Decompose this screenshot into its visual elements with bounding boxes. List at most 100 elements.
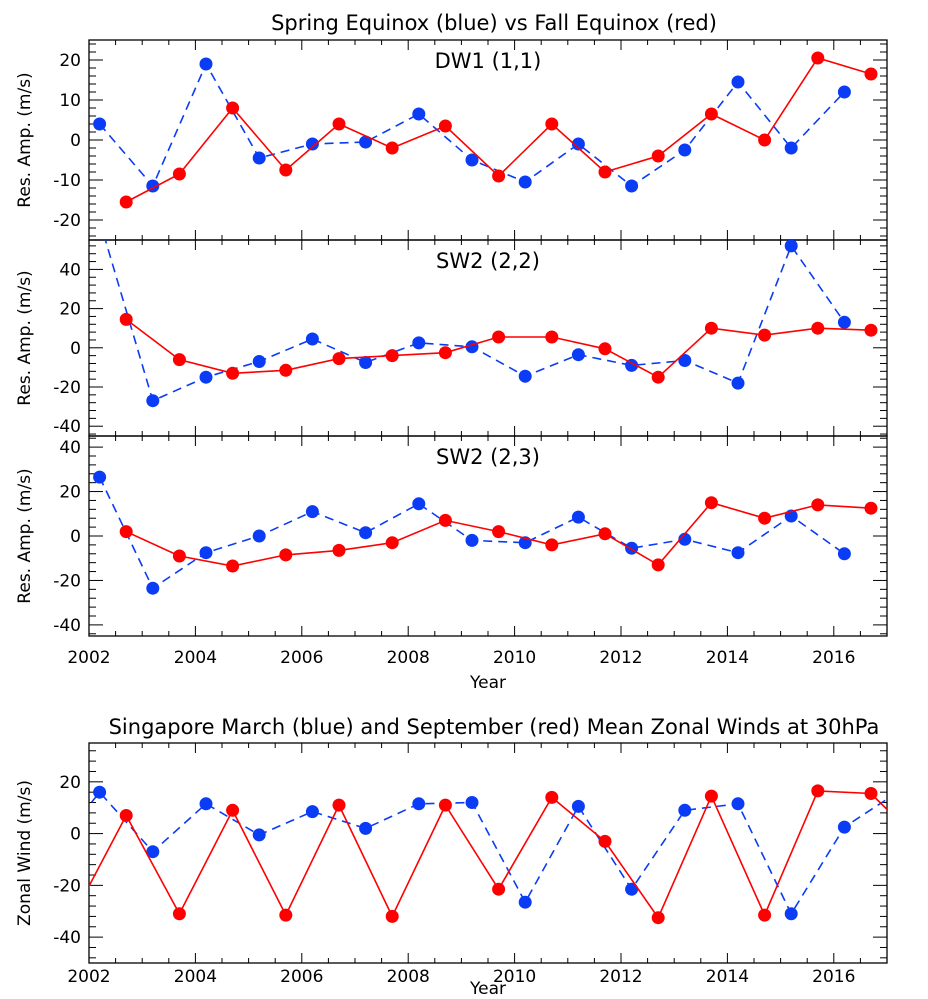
data-point-blue <box>625 179 639 193</box>
data-point-blue <box>837 820 851 834</box>
data-point-red <box>492 882 506 896</box>
data-point-red <box>438 513 452 527</box>
x-tick-label: 2004 <box>174 648 217 668</box>
data-point-blue <box>678 532 692 546</box>
data-point-red <box>811 51 825 65</box>
panel-label: SW2 (2,3) <box>436 445 540 469</box>
y-axis-label: Zonal Wind (m/s) <box>15 780 35 926</box>
data-point-blue <box>412 797 426 811</box>
y-tick-label: 0 <box>70 339 81 359</box>
data-point-red <box>704 496 718 510</box>
data-point-red <box>332 352 346 366</box>
y-tick-label: -20 <box>53 211 81 231</box>
y-tick-label: 40 <box>59 260 81 280</box>
data-point-red <box>385 536 399 550</box>
data-point-red <box>598 165 612 179</box>
data-point-blue <box>93 785 107 799</box>
y-axis-label: Res. Amp. (m/s) <box>15 72 35 207</box>
data-point-red <box>651 911 665 925</box>
x-tick-label: 2004 <box>174 967 217 987</box>
data-point-blue <box>93 117 107 131</box>
data-point-blue <box>571 799 585 813</box>
data-point-blue <box>146 845 160 859</box>
x-tick-label: 2006 <box>280 648 323 668</box>
data-point-blue <box>837 315 851 329</box>
data-point-red <box>226 101 240 115</box>
x-tick-label: 2008 <box>387 648 430 668</box>
data-point-red <box>438 798 452 812</box>
data-point-red <box>545 538 559 552</box>
data-point-red <box>758 133 772 147</box>
data-point-red <box>332 543 346 557</box>
data-point-blue <box>305 805 319 819</box>
panel-label: SW2 (2,2) <box>436 249 540 273</box>
data-point-red <box>598 527 612 541</box>
data-point-red <box>226 366 240 380</box>
x-tick-label: 2006 <box>280 967 323 987</box>
data-point-blue <box>252 828 266 842</box>
data-point-blue <box>146 394 160 408</box>
data-point-blue <box>837 547 851 561</box>
data-point-red <box>492 169 506 183</box>
y-tick-label: 0 <box>70 131 81 151</box>
y-tick-label: -20 <box>53 571 81 591</box>
series-blue <box>93 470 851 595</box>
data-point-red <box>438 346 452 360</box>
data-point-blue <box>199 370 213 384</box>
y-tick-label: 20 <box>59 483 81 503</box>
panel-4: -40 -20 0 20 2002 2004 2006 2008 2010 2012 2014 201… <box>15 742 888 999</box>
y-tick-label: -40 <box>53 417 81 437</box>
x-axis-label: Year <box>469 979 506 995</box>
data-point-red <box>545 117 559 131</box>
data-point-blue <box>518 895 532 909</box>
data-point-blue <box>359 526 373 540</box>
data-point-red <box>172 353 186 367</box>
data-point-blue <box>837 85 851 99</box>
panel-label: DW1 (1,1) <box>435 49 542 73</box>
series-blue <box>104 240 851 408</box>
y-tick-label: -40 <box>53 928 81 948</box>
data-point-red <box>758 328 772 342</box>
data-point-red <box>385 909 399 923</box>
data-point-blue <box>784 907 798 921</box>
data-point-blue <box>146 581 160 595</box>
data-point-red <box>119 195 133 209</box>
y-tick-label: 0 <box>70 527 81 547</box>
data-point-red <box>811 321 825 335</box>
data-point-red <box>864 787 878 800</box>
data-point-blue <box>412 107 426 121</box>
y-tick-label: -10 <box>53 171 81 191</box>
y-tick-label: 0 <box>70 825 81 845</box>
y-tick-label: 40 <box>59 438 81 458</box>
chart-panels: -20 -10 0 10 20 Res. Amp. (m/s) DW1 (1,1) -40 -2… <box>15 39 888 999</box>
x-tick-label: 2016 <box>812 967 855 987</box>
y-tick-label: -40 <box>53 616 81 636</box>
data-point-blue <box>571 348 585 362</box>
data-point-red <box>545 330 559 344</box>
data-point-red <box>811 784 825 798</box>
data-point-red <box>651 149 665 163</box>
data-point-red <box>172 549 186 563</box>
data-point-red <box>704 107 718 121</box>
data-point-blue <box>359 821 373 835</box>
data-point-red <box>492 525 506 539</box>
data-point-blue <box>465 796 479 809</box>
data-point-red <box>279 363 293 377</box>
series-line-blue <box>98 476 845 590</box>
panel-2: -40 -20 0 20 40 Res. Amp. (m/s) SW2 (2,2) <box>15 239 888 437</box>
data-point-blue <box>252 151 266 165</box>
data-point-blue <box>252 529 266 543</box>
x-axis-label: Year <box>469 673 506 693</box>
data-point-blue <box>305 505 319 519</box>
x-tick-label: 2014 <box>706 648 749 668</box>
data-point-red <box>758 511 772 525</box>
x-tick-label: 2014 <box>706 967 749 987</box>
data-point-red <box>492 330 506 344</box>
x-tick-label: 2002 <box>67 648 110 668</box>
data-point-blue <box>731 75 745 89</box>
data-point-blue <box>518 369 532 383</box>
y-axis-label: Res. Amp. (m/s) <box>15 468 35 603</box>
series-red <box>89 784 887 925</box>
